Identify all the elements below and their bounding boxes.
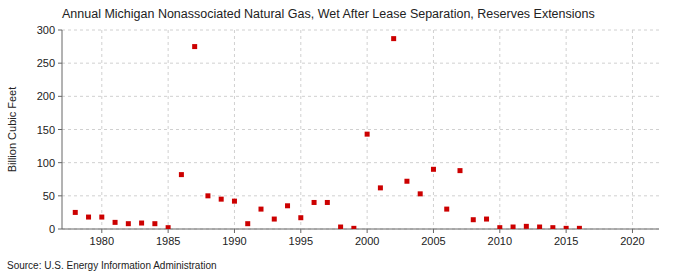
x-tick-label: 2000	[355, 235, 379, 247]
x-tick	[300, 229, 301, 233]
data-point	[232, 199, 237, 204]
data-point	[351, 226, 356, 229]
data-point	[484, 217, 489, 222]
axes: 0 50 100 150 200 250 300 1980 1985 1990 1995 2000 20…	[37, 24, 659, 247]
x-tick	[433, 229, 434, 233]
data-point	[73, 210, 78, 215]
data-point	[152, 221, 157, 226]
y-tick-label: 150	[37, 124, 55, 136]
data-point	[378, 185, 383, 190]
y-tick-label: 50	[43, 190, 55, 202]
data-point	[524, 224, 529, 229]
data-point	[577, 226, 582, 229]
x-tick	[632, 229, 633, 233]
data-point	[511, 225, 516, 229]
data-point	[550, 225, 555, 229]
y-grid-line	[62, 162, 659, 163]
x-grid-line	[632, 30, 633, 229]
source-note: Source: U.S. Energy Information Administ…	[7, 260, 217, 271]
x-grid-line	[367, 30, 368, 229]
x-grid-line	[566, 30, 567, 229]
data-point	[325, 200, 330, 205]
x-tick	[101, 229, 102, 233]
data-point	[192, 44, 197, 49]
chart-svg: Annual Michigan Nonassociated Natural Ga…	[0, 0, 675, 275]
data-point	[471, 217, 476, 222]
x-tick-label: 1990	[222, 235, 246, 247]
x-tick	[499, 229, 500, 233]
data-point	[285, 203, 290, 208]
x-tick-label: 2010	[488, 235, 512, 247]
x-grid-line	[300, 30, 301, 229]
chart-title: Annual Michigan Nonassociated Natural Ga…	[62, 7, 595, 21]
x-tick-label: 2015	[554, 235, 578, 247]
x-tick-label: 1980	[90, 235, 114, 247]
y-grid-line	[62, 195, 659, 196]
x-grid-line	[433, 30, 434, 229]
data-point	[391, 36, 396, 41]
y-tick-label: 0	[49, 223, 55, 235]
chart-container: Annual Michigan Nonassociated Natural Ga…	[0, 0, 675, 275]
data-point	[86, 215, 91, 220]
data-point	[205, 193, 210, 198]
data-point	[99, 215, 104, 220]
y-tick	[58, 63, 62, 64]
data-point	[458, 168, 463, 173]
x-tick-label: 2020	[620, 235, 644, 247]
y-tick	[58, 129, 62, 130]
data-point	[166, 225, 171, 229]
data-point	[431, 167, 436, 172]
y-axis-line	[62, 30, 63, 229]
data-point	[312, 200, 317, 205]
grid	[62, 30, 659, 229]
x-tick-label: 1985	[156, 235, 180, 247]
y-axis-label: Billion Cubic Feet	[6, 87, 18, 173]
x-tick	[566, 229, 567, 233]
y-grid-line	[62, 229, 659, 230]
y-tick	[58, 195, 62, 196]
data-point	[139, 221, 144, 226]
data-point	[245, 221, 250, 226]
x-tick	[168, 229, 169, 233]
x-axis-line	[62, 229, 659, 230]
y-grid-line	[62, 30, 659, 31]
data-point	[298, 215, 303, 220]
x-tick	[367, 229, 368, 233]
data-point	[537, 225, 542, 229]
data-point	[497, 225, 502, 229]
x-grid-line	[168, 30, 169, 229]
y-tick-label: 200	[37, 90, 55, 102]
data-point	[272, 217, 277, 222]
data-point	[365, 132, 370, 137]
x-grid-line	[101, 30, 102, 229]
data-point	[179, 172, 184, 177]
x-tick-label: 2005	[421, 235, 445, 247]
y-grid-line	[62, 96, 659, 97]
y-tick-label: 300	[37, 24, 55, 36]
data-point	[404, 179, 409, 184]
y-tick-label: 100	[37, 157, 55, 169]
y-grid-line	[62, 129, 659, 130]
data-point	[444, 207, 449, 212]
data-point	[338, 225, 343, 229]
data-point	[126, 221, 131, 226]
y-tick	[58, 96, 62, 97]
y-grid-line	[62, 63, 659, 64]
y-tick	[58, 162, 62, 163]
data-point	[418, 191, 423, 196]
y-tick-label: 250	[37, 57, 55, 69]
y-tick	[58, 30, 62, 31]
x-tick	[234, 229, 235, 233]
data-point	[564, 226, 569, 229]
data-point	[219, 197, 224, 202]
points	[73, 36, 582, 229]
y-tick	[58, 229, 62, 230]
data-point	[259, 207, 264, 212]
x-tick-label: 1995	[289, 235, 313, 247]
x-grid-line	[499, 30, 500, 229]
data-point	[113, 220, 118, 225]
